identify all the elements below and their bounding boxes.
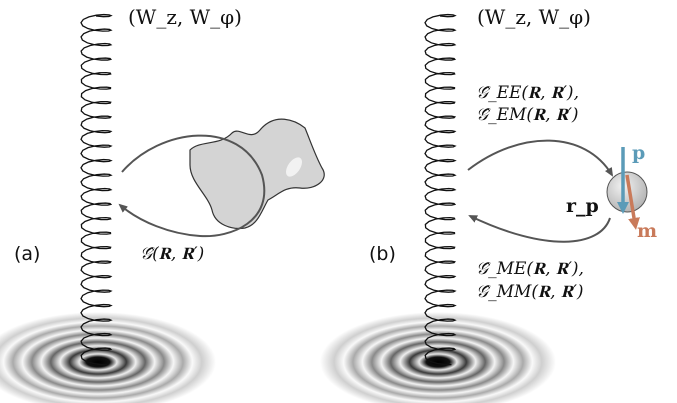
green-function-mm-label: 𝒢̂_MM(𝐑, 𝐑′) xyxy=(476,282,584,302)
green-arrow-return xyxy=(468,215,611,243)
ripple-pattern-b xyxy=(320,312,556,403)
panel-b-label: (b) xyxy=(369,243,396,265)
magnetic-dipole-label: m xyxy=(637,220,658,242)
position-vector-label: 𝐫_p xyxy=(566,195,599,217)
scatterer-highlight xyxy=(286,157,302,177)
panel-b xyxy=(320,13,648,403)
field-label-a: (W_z, W_φ) xyxy=(128,5,242,29)
scatterer-shape xyxy=(189,118,325,230)
green-function-label-a: 𝒢̂(𝐑, 𝐑′) xyxy=(140,244,205,264)
green-function-me-label: 𝒢̂_ME(𝐑, 𝐑′), xyxy=(476,259,584,279)
helix-beam-a xyxy=(80,13,113,366)
electric-dipole-label: p xyxy=(632,142,646,164)
green-loop-arrow-a xyxy=(118,134,266,238)
green-arrow-outgoing xyxy=(467,139,614,177)
field-label-b: (W_z, W_φ) xyxy=(477,5,591,29)
magnetic-dipole-arrow xyxy=(625,174,640,230)
panel-a-label: (a) xyxy=(14,243,41,265)
green-function-em-label: 𝒢̂_EM(𝐑, 𝐑′) xyxy=(476,105,579,125)
panel-a xyxy=(0,13,325,403)
ripple-pattern-a xyxy=(0,312,216,403)
green-function-ee-label: 𝒢̂_EE(𝐑, 𝐑′), xyxy=(476,83,579,103)
helix-beam-b xyxy=(424,13,457,366)
